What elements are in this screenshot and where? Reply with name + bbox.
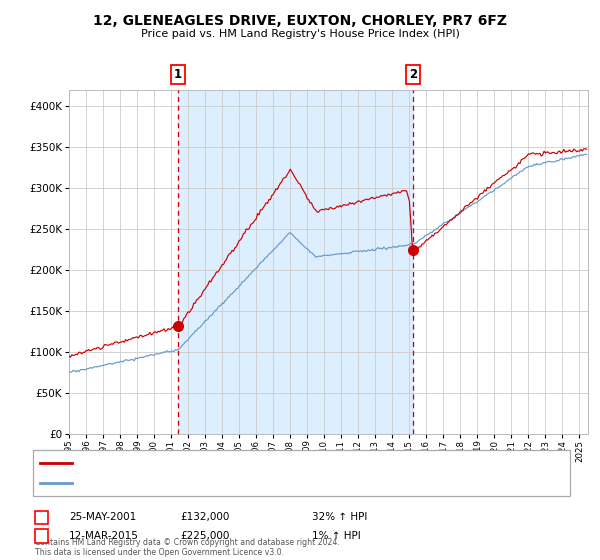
Text: 1% ↑ HPI: 1% ↑ HPI xyxy=(312,531,361,541)
Text: 12, GLENEAGLES DRIVE, EUXTON, CHORLEY, PR7 6FZ: 12, GLENEAGLES DRIVE, EUXTON, CHORLEY, P… xyxy=(93,14,507,28)
Text: Price paid vs. HM Land Registry's House Price Index (HPI): Price paid vs. HM Land Registry's House … xyxy=(140,29,460,39)
Text: 12, GLENEAGLES DRIVE, EUXTON, CHORLEY, PR7 6FZ (detached house): 12, GLENEAGLES DRIVE, EUXTON, CHORLEY, P… xyxy=(77,458,428,468)
Text: £225,000: £225,000 xyxy=(180,531,229,541)
Text: 1: 1 xyxy=(38,512,45,522)
Text: 1: 1 xyxy=(174,68,182,81)
Text: 25-MAY-2001: 25-MAY-2001 xyxy=(69,512,136,522)
Text: 12-MAR-2015: 12-MAR-2015 xyxy=(69,531,139,541)
Text: HPI: Average price, detached house, Chorley: HPI: Average price, detached house, Chor… xyxy=(77,478,295,488)
Text: 32% ↑ HPI: 32% ↑ HPI xyxy=(312,512,367,522)
Text: £132,000: £132,000 xyxy=(180,512,229,522)
Bar xyxy=(178,90,413,434)
Text: 2: 2 xyxy=(409,68,417,81)
Text: Contains HM Land Registry data © Crown copyright and database right 2024.
This d: Contains HM Land Registry data © Crown c… xyxy=(35,538,340,557)
Text: 2: 2 xyxy=(38,531,45,541)
